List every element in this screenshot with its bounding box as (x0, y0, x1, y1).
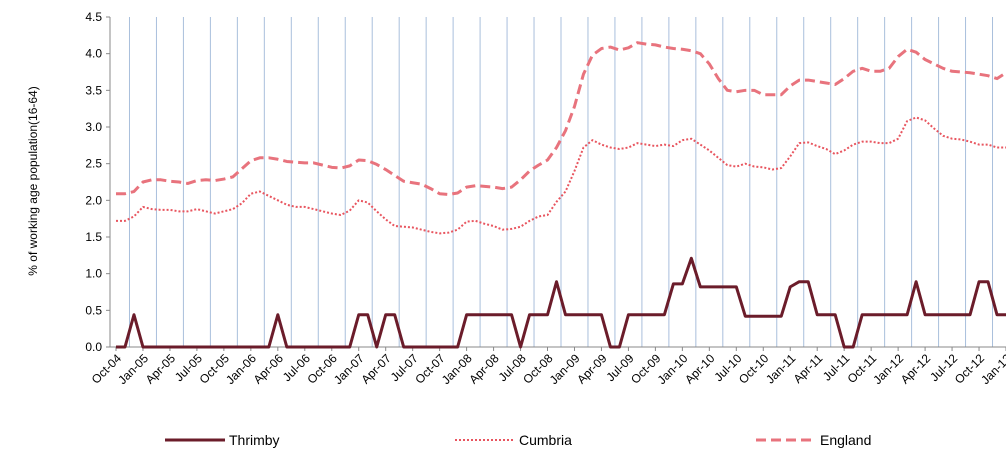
x-tick-label: Apr-12 (898, 351, 934, 387)
x-tick-label: Jan-05 (115, 351, 151, 387)
x-tick-label: Jan-10 (655, 351, 691, 387)
x-tick-label: Apr-06 (251, 351, 287, 387)
legend: Thrimby Cumbria England (165, 432, 871, 448)
legend-label-thrimby: Thrimby (229, 432, 280, 448)
x-tick-label: Jan-11 (763, 351, 798, 386)
y-tick-label: 0.0 (85, 340, 102, 354)
x-tick-label: Jan-07 (331, 351, 367, 387)
series-lines (116, 41, 1006, 349)
axes (109, 17, 1006, 348)
y-axis-label: % of working age population(16-64) (26, 86, 40, 275)
x-tick-label: Apr-07 (358, 351, 394, 387)
y-tick-label: 2.5 (85, 157, 102, 171)
y-tick-label: 1.5 (85, 230, 102, 244)
x-tick-label: Jan-12 (870, 351, 906, 387)
y-tick-label: 2.0 (85, 193, 102, 207)
y-tick-label: 3.0 (85, 120, 102, 134)
vertical-gridlines (128, 17, 994, 347)
x-tick-label: Oct-10 (736, 351, 772, 387)
x-tick-label: Apr-09 (574, 351, 610, 387)
y-tick-label: 3.5 (85, 83, 102, 97)
y-tick-label: 4.5 (85, 10, 102, 24)
y-tick-label: 4.0 (85, 47, 102, 61)
y-tick-label: 0.5 (85, 303, 102, 317)
series-line-cumbria (116, 116, 1006, 235)
y-tick-labels: 0.0 0.5 1.0 1.5 2.0 2.5 3.0 3.5 4.0 4.5 (85, 10, 110, 354)
x-tick-label: Apr-08 (466, 351, 502, 387)
x-tick-label: Jan-06 (223, 351, 259, 387)
x-tick-labels: Oct-04Jan-05Apr-05Jul-05Oct-05Jan-06Apr-… (89, 347, 1006, 387)
series-line-thrimby (116, 256, 1006, 349)
legend-label-england: England (820, 432, 871, 448)
x-tick-label: Jan-08 (439, 351, 475, 387)
x-tick-label: Apr-10 (682, 351, 718, 387)
legend-label-cumbria: Cumbria (519, 432, 572, 448)
x-tick-label: Apr-11 (791, 351, 826, 386)
y-tick-label: 1.0 (85, 267, 102, 281)
x-tick-label: Jan-09 (547, 351, 583, 387)
x-tick-label: Apr-05 (143, 351, 179, 387)
